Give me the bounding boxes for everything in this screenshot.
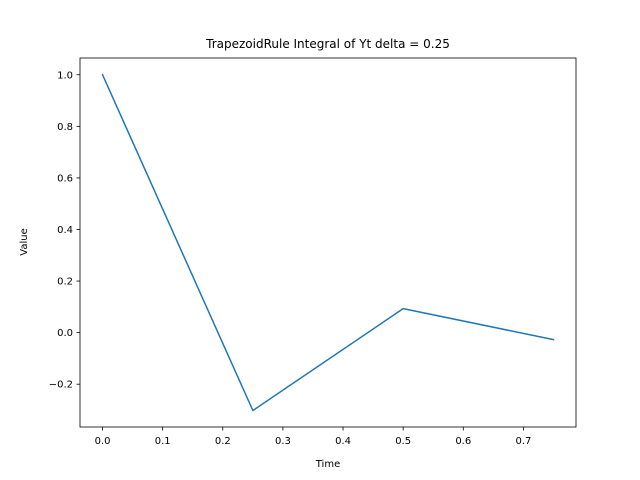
y-tick-label: 0.2 <box>57 277 73 288</box>
x-tick-label: 0.6 <box>455 436 471 447</box>
y-tick-label: 1.0 <box>57 70 73 81</box>
x-tick-label: 0.4 <box>335 436 351 447</box>
y-tick-label: −0.2 <box>49 380 73 391</box>
y-tick-label: 0.4 <box>57 225 73 236</box>
y-axis-label: Value <box>19 228 30 255</box>
y-tick-label: 0.8 <box>57 122 73 133</box>
x-axis-label: Time <box>315 459 340 470</box>
x-tick-label: 0.0 <box>95 436 111 447</box>
x-tick-label: 0.5 <box>395 436 411 447</box>
plot-area: 0.0 0.1 0.2 0.3 0.4 0.5 0.6 0.7 −0.2 0.0 0.2 0.4 0.6… <box>49 57 577 447</box>
axes-frame <box>79 57 577 428</box>
x-tick-label: 0.3 <box>275 436 291 447</box>
y-tick-label: 0.0 <box>57 328 73 339</box>
y-tick-label: 0.6 <box>57 173 73 184</box>
chart-title: TrapezoidRule Integral of Yt delta = 0.2… <box>205 37 450 51</box>
x-tick-label: 0.2 <box>215 436 231 447</box>
x-tick-label: 0.1 <box>155 436 171 447</box>
x-tick-label: 0.7 <box>515 436 531 447</box>
series-line-0 <box>101 73 555 412</box>
